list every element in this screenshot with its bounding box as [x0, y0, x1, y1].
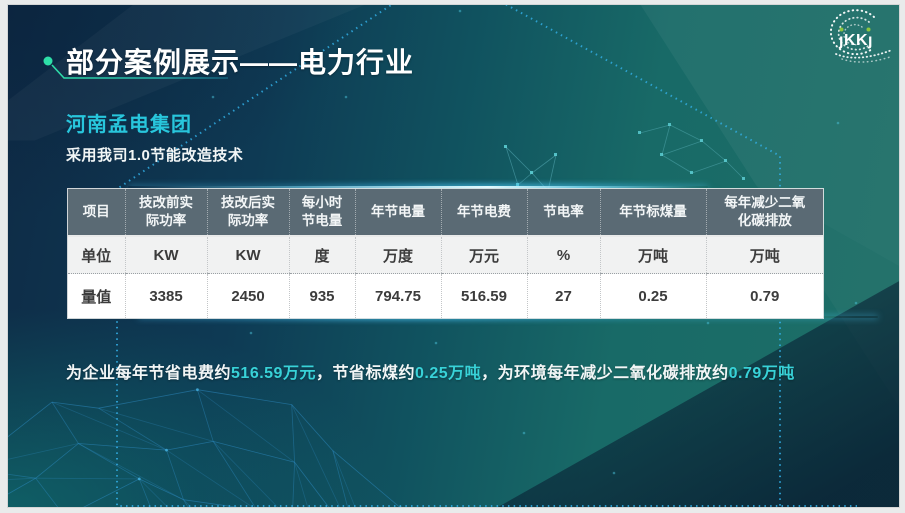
value-cell: 27 — [526, 273, 600, 318]
logo-green-dot — [866, 27, 871, 32]
mesh-sphere — [8, 388, 402, 507]
page-title: 部分案例展示——电力行业 — [66, 47, 415, 78]
unit-cell: KW — [124, 236, 207, 274]
value-cell: 3385 — [124, 273, 207, 318]
table-row-values: 量值 3385 2450 935 794.75 516.59 27 0.25 0… — [68, 273, 823, 318]
summary-highlight: 0.25万吨 — [414, 365, 482, 382]
summary-highlight: 0.79万吨 — [728, 365, 795, 382]
table-header-row: 项目 技改前实际功率 技改后实际功率 每小时节电量 年节电量 年节电费 节电率 … — [68, 189, 823, 237]
technology-description: 采用我司1.0节能改造技术 — [66, 147, 244, 164]
unit-cell: 万吨 — [599, 236, 706, 274]
company-name: 河南孟电集团 — [66, 114, 192, 136]
table-row-units: 单位 KW KW 度 万度 万元 % 万吨 万吨 — [68, 236, 823, 274]
header-cell: 每小时节电量 — [288, 189, 355, 237]
unit-cell: 度 — [288, 236, 355, 274]
value-cell: 2450 — [206, 273, 289, 318]
summary-line: 为企业每年节省电费约516.59万元，节省标煤约0.25万吨，为环境每年减少二氧… — [66, 359, 886, 383]
title-underline — [51, 64, 228, 79]
summary-text: ，为环境每年减少二氧化碳排放约 — [481, 365, 729, 382]
title-dot-icon — [43, 56, 53, 66]
row-label: 单位 — [68, 236, 125, 274]
header-cell: 每年减少二氧化碳排放 — [705, 189, 823, 237]
value-cell: 935 — [288, 273, 355, 318]
background-decor — [8, 5, 858, 507]
value-cell: 0.79 — [705, 273, 823, 318]
header-cell: 年节标煤量 — [599, 189, 706, 237]
scatter-dots — [211, 9, 858, 475]
unit-cell: % — [526, 236, 600, 274]
header-cell: 技改后实际功率 — [206, 189, 289, 237]
summary-highlight: 516.59万元 — [231, 365, 316, 382]
header-cell: 节电率 — [526, 189, 600, 237]
unit-cell: KW — [206, 236, 289, 274]
value-cell: 516.59 — [440, 273, 527, 318]
logo-swirl-icon — [829, 9, 893, 63]
slide: 部分案例展示——电力行业 河南孟电集团 采用我司1.0节能改造技术 项目 技改前… — [8, 5, 899, 507]
header-cell: 年节电量 — [354, 189, 441, 237]
unit-cell: 万度 — [354, 236, 441, 274]
logo-green-dot — [839, 27, 844, 32]
logo-text: ȷKKȷ — [838, 32, 873, 49]
constellation — [504, 145, 557, 192]
header-cell: 技改前实际功率 — [124, 189, 207, 237]
row-label: 量值 — [68, 273, 125, 318]
title-accent — [43, 56, 228, 79]
summary-text: ，节省标煤约 — [315, 365, 415, 382]
summary-text: 为企业每年节省电费约 — [66, 365, 232, 382]
company-logo: ȷKKȷ — [829, 9, 893, 63]
value-cell: 794.75 — [354, 273, 441, 318]
header-cell: 项目 — [68, 189, 125, 237]
unit-cell: 万吨 — [705, 236, 823, 274]
unit-cell: 万元 — [440, 236, 527, 274]
case-data-table: 项目 技改前实际功率 技改后实际功率 每小时节电量 年节电量 年节电费 节电率 … — [68, 189, 823, 318]
value-cell: 0.25 — [599, 273, 706, 318]
constellation — [638, 123, 745, 180]
header-cell: 年节电费 — [440, 189, 527, 237]
